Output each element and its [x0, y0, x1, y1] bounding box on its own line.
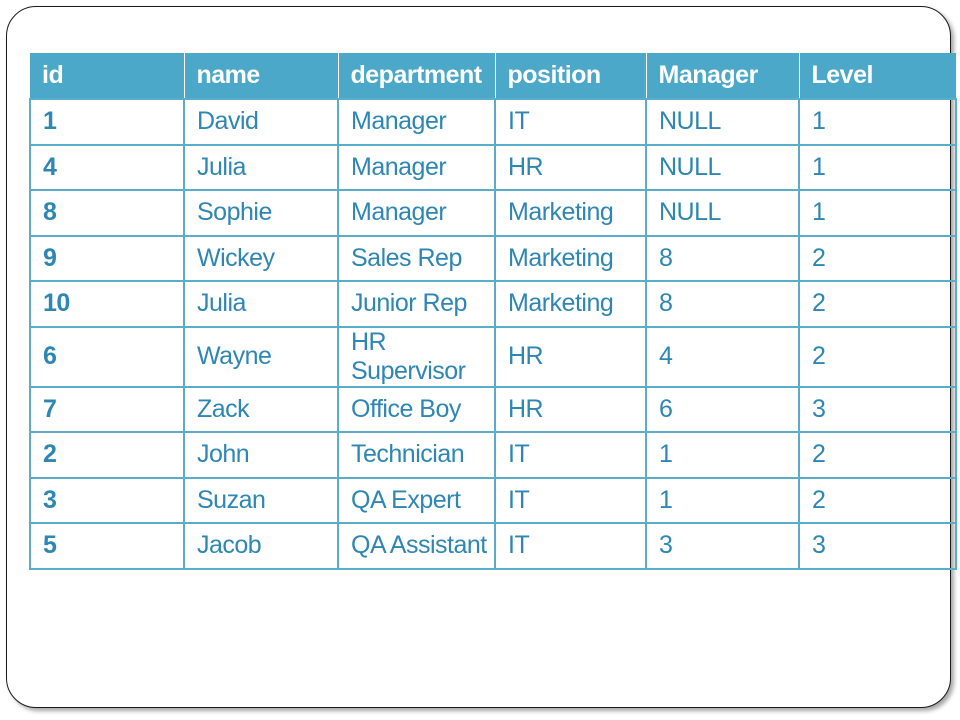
cell-id: 4 — [29, 143, 185, 191]
cell-id: 1 — [29, 98, 185, 146]
cell-manager: 8 — [645, 280, 800, 328]
cell-position: IT — [494, 98, 647, 146]
table-row: 7 Zack Office Boy HR 6 3 — [29, 385, 957, 433]
cell-position: Marketing — [494, 189, 647, 237]
cell-id: 6 — [29, 325, 185, 388]
table-header-row: id name department position Manager Leve… — [30, 53, 956, 99]
cell-level: 1 — [798, 143, 957, 191]
slide-frame: id name department position Manager Leve… — [6, 6, 957, 708]
cell-manager: NULL — [645, 143, 800, 191]
cell-id: 9 — [29, 234, 185, 282]
cell-level: 1 — [798, 98, 957, 146]
cell-position: IT — [494, 522, 647, 570]
cell-name: Wickey — [183, 234, 339, 282]
cell-name: Sophie — [183, 189, 339, 237]
cell-department: QA Assistant — [337, 522, 496, 570]
table-row: 5 Jacob QA Assistant IT 3 3 — [29, 522, 957, 570]
cell-manager: 3 — [645, 522, 800, 570]
cell-id: 10 — [29, 280, 185, 328]
cell-level: 1 — [798, 189, 957, 237]
cell-name: David — [183, 98, 339, 146]
table-row: 4 Julia Manager HR NULL 1 — [29, 143, 957, 191]
cell-manager: 8 — [645, 234, 800, 282]
cell-id: 2 — [29, 431, 185, 479]
cell-name: Julia — [183, 280, 339, 328]
cell-department: Manager — [337, 143, 496, 191]
cell-department: QA Expert — [337, 476, 496, 524]
cell-position: IT — [494, 431, 647, 479]
cell-id: 8 — [29, 189, 185, 237]
cell-id: 3 — [29, 476, 185, 524]
column-header-level: Level — [799, 53, 956, 99]
employee-table-container: id name department position Manager Leve… — [29, 53, 957, 570]
cell-position: Marketing — [494, 234, 647, 282]
cell-level: 3 — [798, 522, 957, 570]
cell-department: HR Supervisor — [337, 325, 496, 388]
cell-department: Junior Rep — [337, 280, 496, 328]
table-row: 3 Suzan QA Expert IT 1 2 — [29, 476, 957, 524]
column-header-id: id — [30, 53, 185, 99]
cell-level: 2 — [798, 234, 957, 282]
column-header-position: position — [495, 53, 647, 99]
cell-position: IT — [494, 476, 647, 524]
table-body: 1 David Manager IT NULL 1 4 Julia Manager HR NULL 1… — [29, 98, 957, 570]
table-row: 2 John Technician IT 1 2 — [29, 431, 957, 479]
cell-level: 2 — [798, 280, 957, 328]
cell-name: John — [183, 431, 339, 479]
column-header-department: department — [338, 53, 496, 99]
column-header-name: name — [184, 53, 339, 99]
cell-position: HR — [494, 143, 647, 191]
cell-id: 7 — [29, 385, 185, 433]
cell-manager: NULL — [645, 98, 800, 146]
cell-level: 2 — [798, 325, 957, 388]
cell-level: 2 — [798, 431, 957, 479]
cell-name: Wayne — [183, 325, 339, 388]
cell-position: HR — [494, 385, 647, 433]
cell-manager: NULL — [645, 189, 800, 237]
cell-position: HR — [494, 325, 647, 388]
cell-manager: 4 — [645, 325, 800, 388]
cell-department: Technician — [337, 431, 496, 479]
cell-department: Sales Rep — [337, 234, 496, 282]
cell-id: 5 — [29, 522, 185, 570]
cell-department: Office Boy — [337, 385, 496, 433]
cell-name: Julia — [183, 143, 339, 191]
cell-level: 2 — [798, 476, 957, 524]
cell-department: Manager — [337, 189, 496, 237]
cell-name: Suzan — [183, 476, 339, 524]
table-row: 8 Sophie Manager Marketing NULL 1 — [29, 189, 957, 237]
table-row: 6 Wayne HR Supervisor HR 4 2 — [29, 325, 957, 388]
cell-manager: 6 — [645, 385, 800, 433]
cell-name: Zack — [183, 385, 339, 433]
table-row: 9 Wickey Sales Rep Marketing 8 2 — [29, 234, 957, 282]
cell-level: 3 — [798, 385, 957, 433]
cell-department: Manager — [337, 98, 496, 146]
cell-name: Jacob — [183, 522, 339, 570]
table-row: 10 Julia Junior Rep Marketing 8 2 — [29, 280, 957, 328]
cell-manager: 1 — [645, 476, 800, 524]
cell-position: Marketing — [494, 280, 647, 328]
cell-manager: 1 — [645, 431, 800, 479]
employee-table: id name department position Manager Leve… — [29, 53, 957, 570]
table-row: 1 David Manager IT NULL 1 — [29, 98, 957, 146]
column-header-manager: Manager — [646, 53, 800, 99]
